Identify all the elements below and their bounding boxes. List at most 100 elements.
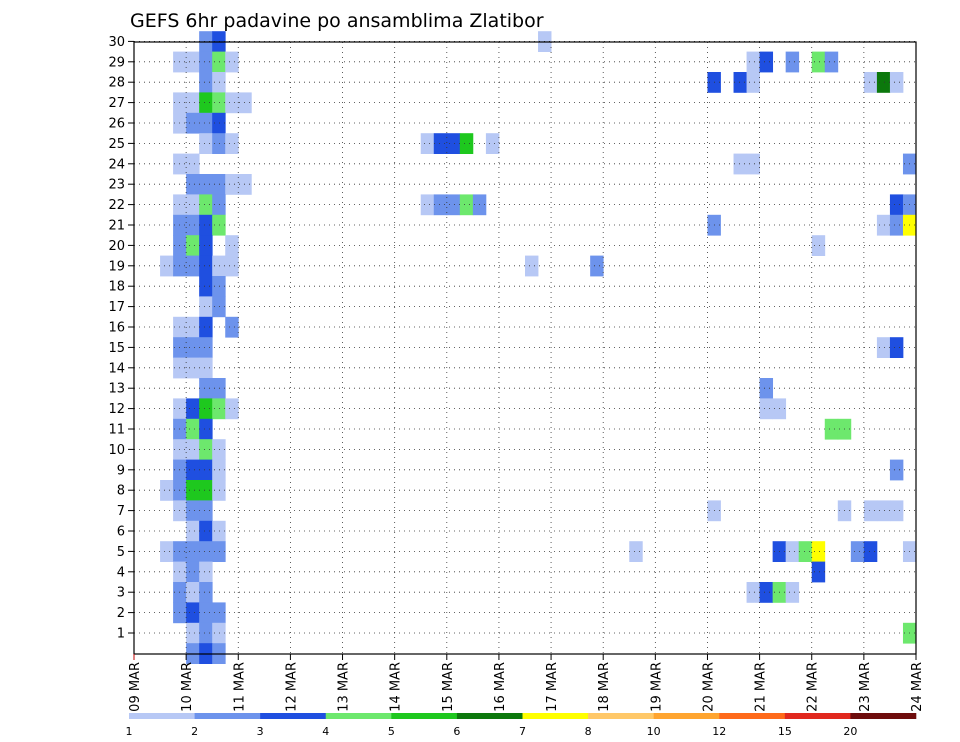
cell-member-11-step-4: [186, 418, 200, 440]
cell-member-29-step-48: [759, 51, 774, 73]
cell-member-6-step-5: [199, 520, 213, 542]
y-tick-label-12: 12: [108, 402, 125, 417]
cell-member-6-step-6: [212, 520, 226, 542]
cell-member-22-step-23: [433, 194, 448, 216]
cell-member-23-step-6: [212, 174, 226, 195]
cell-member-6-step-4: [186, 520, 200, 542]
y-tick-label-16: 16: [108, 321, 125, 336]
cell-member-1-step-6: [212, 622, 226, 644]
colorbar-swatch-7: [588, 713, 654, 719]
cell-member-25-step-5: [199, 133, 213, 154]
cell-member-5-step-51: [798, 541, 813, 562]
y-tick-label-29: 29: [108, 55, 125, 70]
cell-member-29-step-6: [212, 51, 226, 73]
x-tick-label-15: 24 MAR: [910, 662, 925, 712]
colorbar-label-0: 1: [126, 725, 133, 738]
cell-member-28-step-5: [199, 72, 213, 93]
cell-member-5-step-55: [850, 541, 865, 562]
y-tick-label-21: 21: [108, 219, 125, 234]
cell-member-25-step-27: [485, 133, 500, 154]
cell-member-20-step-52: [811, 235, 826, 256]
y-tick-label-15: 15: [108, 341, 125, 356]
y-tick-label-8: 8: [117, 484, 125, 499]
cell-member-25-step-23: [433, 133, 448, 154]
y-tick-label-18: 18: [108, 280, 125, 295]
cell-member-22-step-58: [889, 194, 904, 216]
cell-member-23-step-4: [186, 174, 200, 195]
cell-member-5-step-56: [863, 541, 878, 562]
cell-member-20-step-5: [199, 235, 213, 256]
cell-member-24-step-4: [186, 153, 200, 175]
colorbar-swatch-10: [784, 713, 851, 719]
x-tick-label-0: 09 MAR: [128, 662, 143, 712]
cell-member-22-step-25: [459, 194, 474, 216]
cell-member-1-step-5: [199, 622, 213, 644]
cell-member-13-step-48: [759, 378, 774, 399]
colorbar-label-1: 2: [191, 725, 198, 738]
colorbar-swatch-5: [456, 713, 523, 719]
cell-member-22-step-6: [212, 194, 226, 216]
cell-member-5-step-4: [186, 541, 200, 562]
cell-member-4-step-4: [186, 561, 200, 583]
cell-member-27-step-7: [225, 92, 239, 114]
cell-member-19-step-35: [590, 255, 604, 277]
cell-member-15-step-5: [199, 337, 213, 358]
cell-member-17-step-5: [199, 296, 213, 318]
x-tick-label-10: 19 MAR: [649, 662, 664, 712]
cell-member-19-step-5: [199, 255, 213, 277]
cell-member-19-step-30: [525, 255, 539, 277]
cell-member-28-step-56: [863, 72, 878, 93]
cell-member-15-step-57: [876, 337, 891, 358]
y-tick-label-23: 23: [108, 178, 125, 193]
cell-member-9-step-58: [889, 459, 904, 481]
cell-member-29-step-7: [225, 51, 239, 73]
y-tick-label-14: 14: [108, 361, 125, 376]
cell-member-25-step-6: [212, 133, 226, 154]
colorbar-label-3: 4: [322, 725, 329, 738]
cell-member-17-step-6: [212, 296, 226, 318]
y-tick-label-19: 19: [108, 259, 125, 274]
cell-member-12-step-7: [225, 398, 239, 420]
y-tick-label-13: 13: [108, 382, 125, 397]
cell-member-2-step-4: [186, 602, 200, 624]
colorbar-label-7: 8: [585, 725, 592, 738]
cell-member-22-step-5: [199, 194, 213, 216]
y-tick-label-9: 9: [117, 463, 125, 478]
cell-member-7-step-58: [889, 500, 904, 522]
colorbar-label-8: 10: [647, 725, 661, 738]
cell-member-8-step-6: [212, 480, 226, 501]
cell-member-9-step-4: [186, 459, 200, 481]
x-tick-label-9: 18 MAR: [597, 662, 612, 712]
cell-member-22-step-24: [446, 194, 461, 216]
cell-member-27-step-6: [212, 92, 226, 114]
y-tick-label-10: 10: [108, 443, 125, 458]
cell-member-10-step-6: [212, 439, 226, 460]
colorbar-swatch-9: [719, 713, 786, 719]
y-tick-label-7: 7: [117, 504, 125, 519]
colorbar-label-10: 15: [778, 725, 792, 738]
cell-member-9-step-6: [212, 459, 226, 481]
x-tick-label-5: 14 MAR: [389, 662, 404, 712]
x-ticks: 09 MAR 10 MAR 11 MAR 12 MAR 13 MAR 14 MAR 15 M…: [128, 654, 925, 712]
x-tick-label-7: 16 MAR: [493, 662, 508, 712]
colorbar-label-5: 6: [453, 725, 460, 738]
y-tick-label-27: 27: [108, 96, 125, 111]
y-tick-label-5: 5: [117, 545, 125, 560]
x-tick-label-11: 20 MAR: [701, 662, 716, 712]
colorbar-swatch-4: [391, 713, 458, 719]
colorbar-swatch-2: [260, 713, 327, 719]
cell-member-8-step-5: [199, 480, 213, 501]
cell-member-10-step-5: [199, 439, 213, 460]
colorbar-swatch-1: [194, 713, 261, 719]
cell-member-14-step-5: [199, 357, 213, 379]
x-tick-label-3: 12 MAR: [284, 662, 299, 712]
cell-member-25-step-22: [420, 133, 435, 154]
cell-member-21-step-57: [876, 214, 891, 236]
cell-member-9-step-5: [199, 459, 213, 481]
cell-member-4-step-52: [811, 561, 826, 583]
cell-member-1-step-4: [186, 622, 200, 644]
y-tick-label-30: 30: [108, 35, 125, 50]
cell-member-7-step-5: [199, 500, 213, 522]
cell-member-29-step-52: [811, 51, 826, 73]
